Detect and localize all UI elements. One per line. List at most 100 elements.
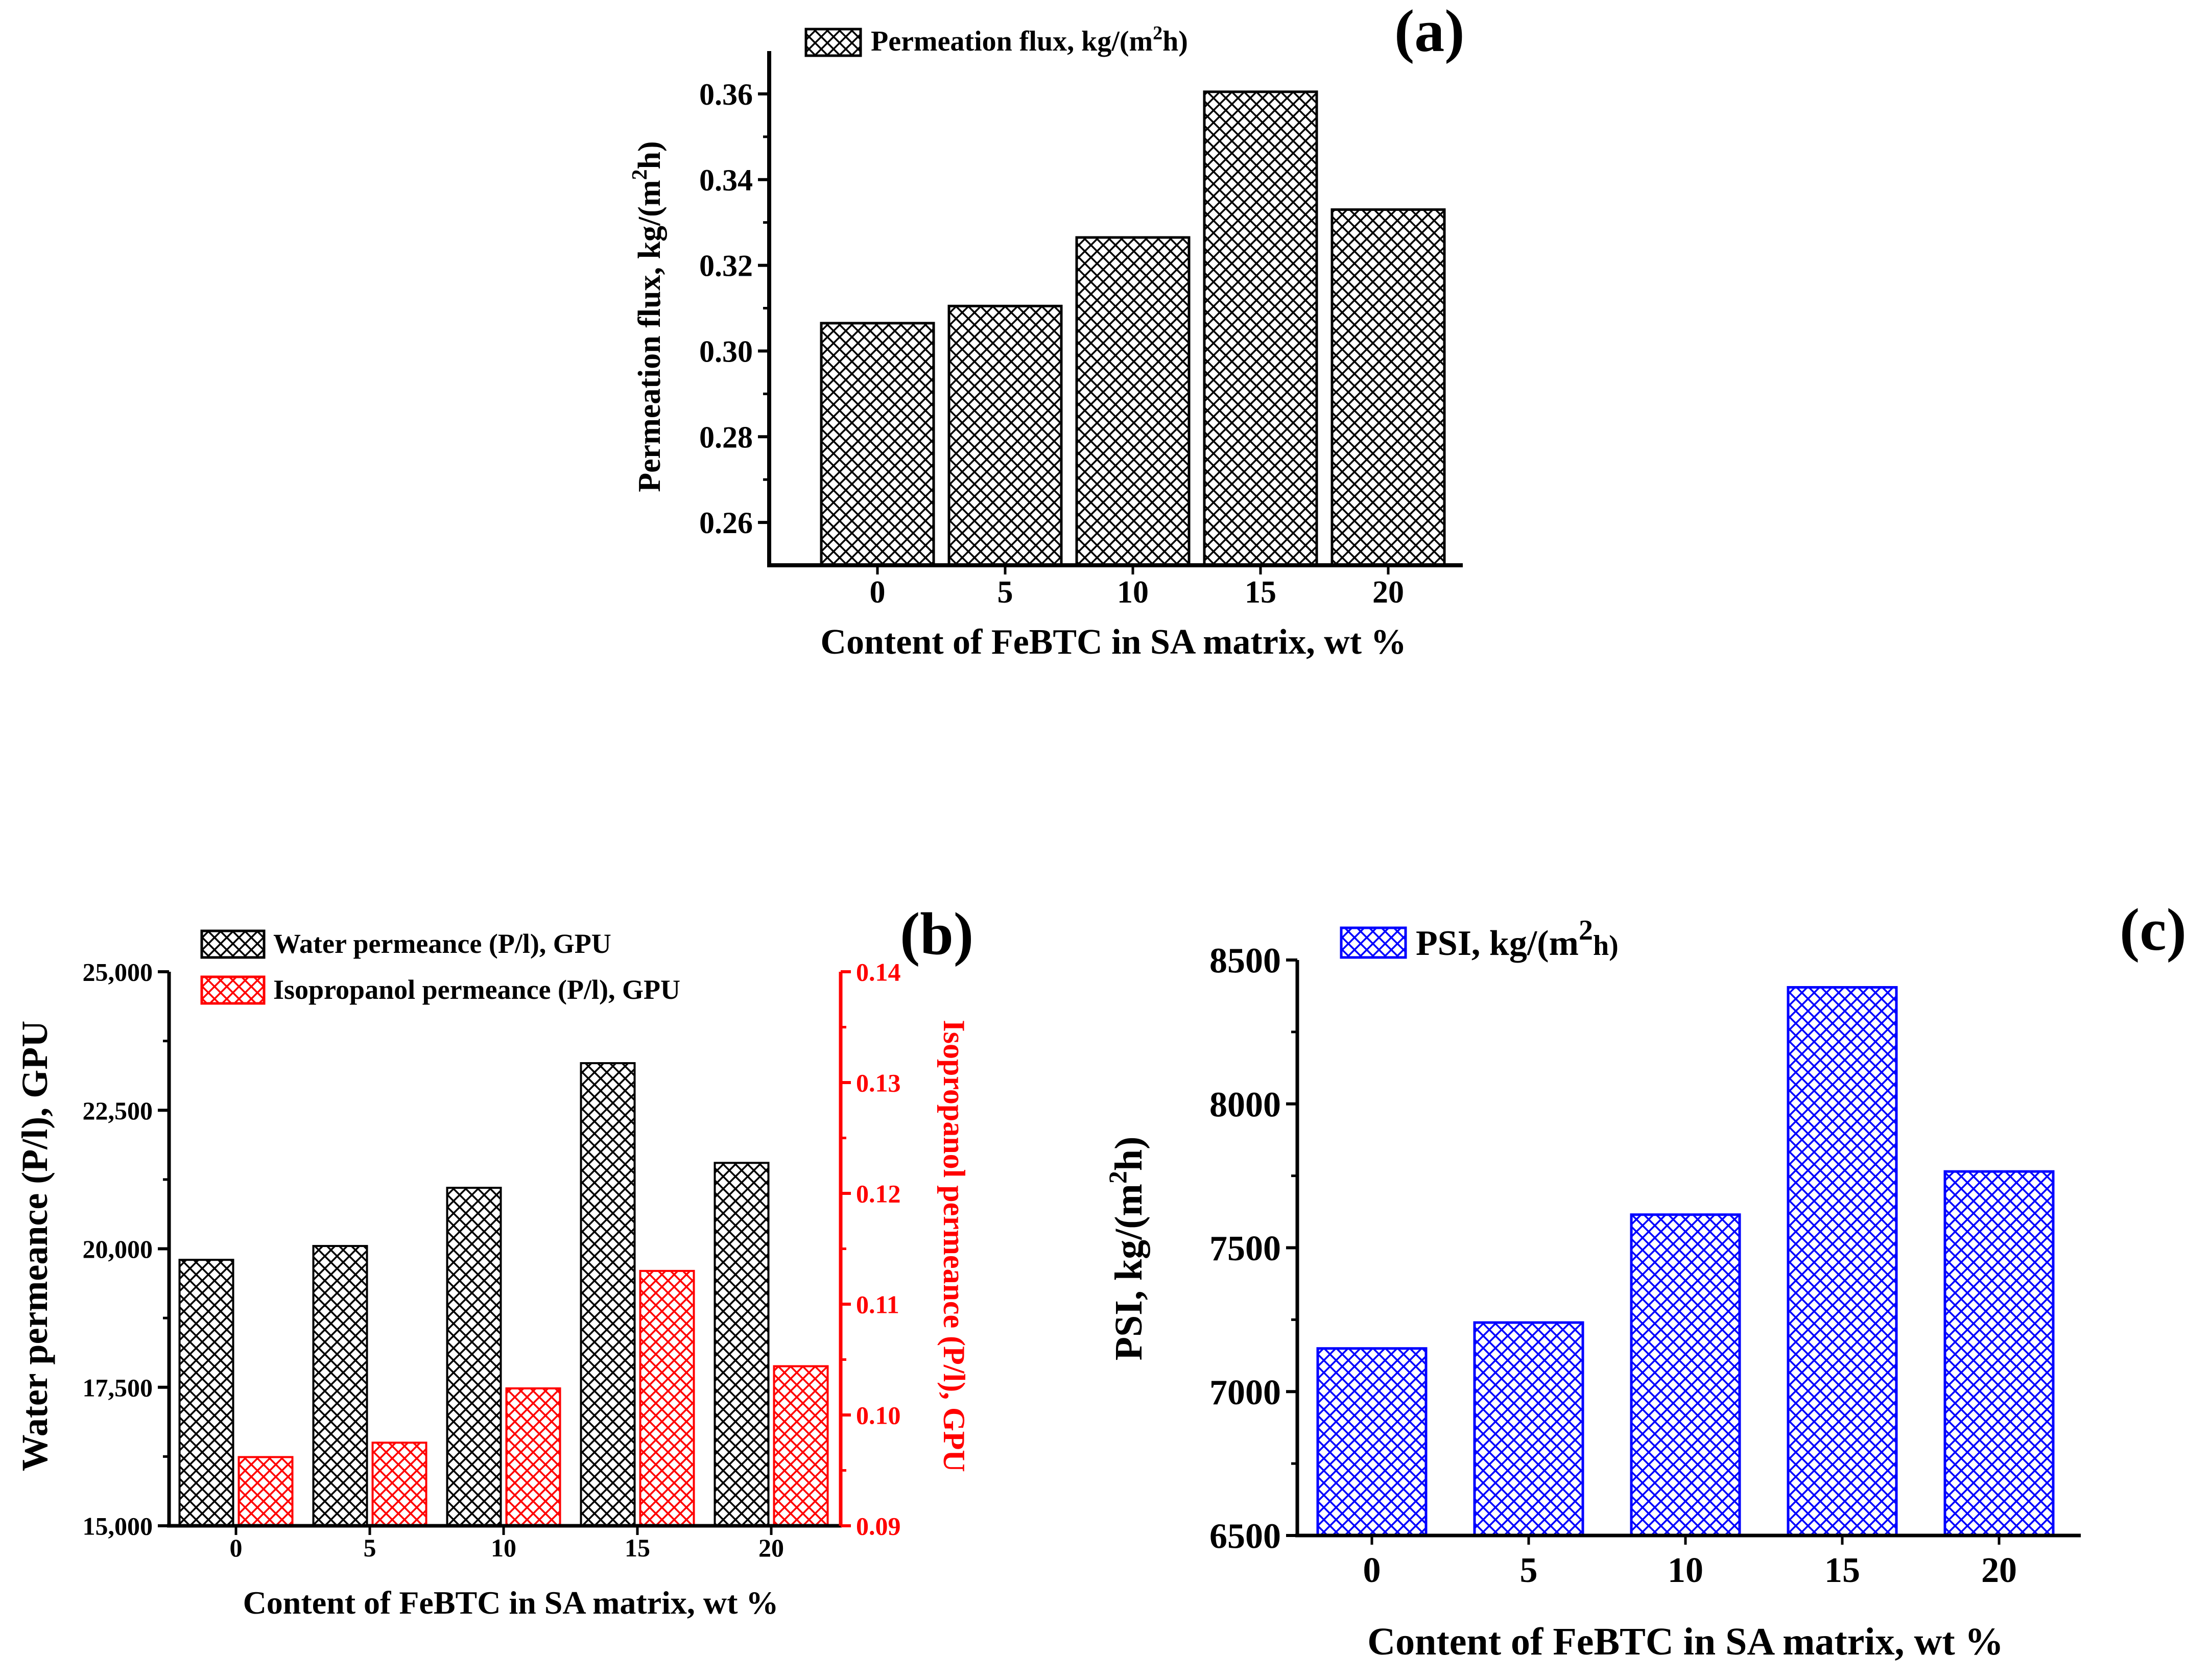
panel-b-legend: Water permeance (P/l), GPU Isopropanol p… bbox=[200, 928, 680, 1005]
panel-b-xtick-label: 10 bbox=[491, 1533, 516, 1562]
panel-c-xtick-label: 5 bbox=[1520, 1551, 1538, 1590]
panel-a-bar-s0-0 bbox=[820, 322, 935, 567]
panel-a-y-axis-label: Permeation flux, kg/(m2h) bbox=[628, 141, 667, 492]
panel-c-legend-label: PSI, kg/(m2h) bbox=[1416, 915, 1619, 963]
panel-b-y2tick-label: 0.10 bbox=[856, 1401, 901, 1430]
panel-b-y2tick-label: 0.11 bbox=[856, 1290, 899, 1319]
panel-c-xtick-label: 0 bbox=[1363, 1551, 1381, 1590]
panel-c-xtick-label: 15 bbox=[1824, 1551, 1860, 1590]
panel-a-bar-s0-15 bbox=[1203, 90, 1318, 567]
panel-c-y-axis-label-superscript: 2 bbox=[1103, 1171, 1132, 1184]
panel-b-xtick-label: 5 bbox=[364, 1533, 376, 1562]
panel-c-x-axis-label: Content of FeBTC in SA matrix, wt % bbox=[1367, 1620, 2004, 1663]
panel-a-marks bbox=[820, 90, 1446, 567]
panel-b-legend-swatch-water bbox=[200, 929, 266, 959]
panel-a-xtick-label: 20 bbox=[1372, 575, 1404, 610]
panel-b-bar-s1-5 bbox=[371, 1442, 427, 1527]
panel-c-legend: PSI, kg/(m2h) bbox=[1340, 915, 1619, 963]
panel-a-bar-s0-10 bbox=[1075, 236, 1191, 567]
panel-c-y-axis-label: PSI, kg/(m2h) bbox=[1103, 1137, 1150, 1361]
panel-b-ytick-label: 15,000 bbox=[83, 1512, 153, 1541]
panel-a-ytick-label: 0.32 bbox=[699, 249, 753, 283]
panel-c-y-axis-label-main: PSI, kg/(m bbox=[1107, 1184, 1150, 1360]
panel-b-y-ticks-left: 15,000 17,500 20,000 22,500 25,000 bbox=[83, 958, 169, 1541]
panel-c-bar-s0-10 bbox=[1630, 1213, 1741, 1537]
panel-b-y-ticks-right: 0.09 0.10 0.11 0.12 0.13 0.14 bbox=[841, 958, 901, 1541]
panel-b-y-axis-label-left: Water permeance (P/l), GPU bbox=[14, 1021, 55, 1471]
panel-a-ytick-label: 0.34 bbox=[699, 163, 753, 197]
panel-b-ytick-label: 17,500 bbox=[83, 1373, 153, 1402]
panel-b-bar-s1-0 bbox=[237, 1456, 294, 1527]
panel-c-bar-s0-5 bbox=[1473, 1321, 1584, 1537]
panel-b-bar-s0-5 bbox=[312, 1245, 368, 1527]
panel-b-ytick-label: 25,000 bbox=[83, 958, 153, 987]
panel-c-axes: 6500 7000 7500 8000 8500 0 5 10 15 20 bbox=[1209, 942, 2081, 1590]
panel-a-y-axis-label-superscript: 2 bbox=[628, 169, 652, 180]
panel-c-legend-label-main: PSI, kg/(m bbox=[1416, 924, 1579, 963]
panel-a-xtick-label: 10 bbox=[1117, 575, 1149, 610]
panel-a-y-axis-label-main: Permeation flux, kg/(m bbox=[632, 180, 667, 492]
panel-a-y-ticks: 0.26 0.28 0.30 0.32 0.34 0.36 bbox=[699, 78, 769, 540]
panel-b-xtick-label: 20 bbox=[758, 1533, 784, 1562]
panel-a-x-axis-label: Content of FeBTC in SA matrix, wt % bbox=[820, 622, 1406, 662]
panel-a-xtick-label: 0 bbox=[870, 575, 886, 610]
panel-c-legend-swatch bbox=[1340, 926, 1407, 959]
panel-c-legend-label-superscript: 2 bbox=[1579, 915, 1593, 946]
panel-b-y2tick-label: 0.09 bbox=[856, 1512, 901, 1541]
panel-b-y2tick-label: 0.13 bbox=[856, 1069, 901, 1097]
panel-a-legend-label-superscript: 2 bbox=[1153, 22, 1162, 44]
panel-a-y-axis-label-end: h) bbox=[632, 141, 667, 169]
panel-c-ytick-label: 7000 bbox=[1209, 1373, 1281, 1412]
panel-b-bar-s1-20 bbox=[773, 1365, 829, 1527]
panel-a-letter: (a) bbox=[1394, 0, 1465, 64]
panel-c-ytick-label: 7500 bbox=[1209, 1229, 1281, 1268]
panel-a-xtick-label: 5 bbox=[997, 575, 1013, 610]
panel-a-legend-swatch bbox=[804, 28, 862, 57]
panel-b-bar-s0-0 bbox=[178, 1259, 234, 1527]
panel-b-legend-swatch-isopropanol bbox=[200, 975, 266, 1005]
panel-b-xtick-label: 0 bbox=[230, 1533, 243, 1562]
panel-b-bar-s0-20 bbox=[714, 1162, 770, 1527]
panel-b-bar-s1-10 bbox=[505, 1387, 561, 1527]
panel-c-marks bbox=[1316, 986, 2055, 1537]
panel-a-legend-label-main: Permeation flux, kg/(m bbox=[871, 26, 1153, 57]
panel-b-bar-s1-15 bbox=[639, 1269, 695, 1527]
panel-a-legend-label: Permeation flux, kg/(m2h) bbox=[871, 22, 1188, 57]
panel-b-bar-s0-15 bbox=[580, 1062, 636, 1527]
panel-b-ytick-label: 22,500 bbox=[83, 1096, 153, 1125]
panel-c: (c) 6500 7000 7500 8000 8500 0 5 10 15 20 Conten… bbox=[1103, 896, 2187, 1663]
panel-b-y2tick-label: 0.12 bbox=[856, 1180, 901, 1208]
panel-b-bar-s0-10 bbox=[446, 1187, 502, 1527]
panel-b-y2tick-label: 0.14 bbox=[856, 958, 901, 987]
panel-a: (a) 0.26 0.28 0.30 0.32 0.34 0.36 0 5 10 15 20 Co… bbox=[628, 0, 1465, 662]
panel-b-legend-label-water: Water permeance (P/l), GPU bbox=[273, 928, 611, 959]
panel-a-ytick-label: 0.28 bbox=[699, 420, 753, 454]
panel-a-x-ticks: 0 5 10 15 20 bbox=[870, 565, 1404, 610]
panel-b-y-axis-label-right: Isopropanol permeance (P/l), GPU bbox=[937, 1020, 971, 1472]
panel-c-ytick-label: 6500 bbox=[1209, 1517, 1281, 1556]
panel-c-ytick-label: 8500 bbox=[1209, 942, 1281, 981]
panel-a-ytick-label: 0.30 bbox=[699, 334, 753, 368]
panel-a-bar-s0-20 bbox=[1330, 208, 1446, 567]
panel-b-legend-label-isopropanol: Isopropanol permeance (P/l), GPU bbox=[273, 974, 680, 1005]
panel-c-bar-s0-20 bbox=[1943, 1170, 2055, 1537]
panel-a-legend-label-end: h) bbox=[1162, 26, 1188, 57]
panel-b-marks bbox=[178, 1062, 829, 1527]
panel-c-xtick-label: 10 bbox=[1668, 1551, 1703, 1590]
panel-c-bar-s0-15 bbox=[1787, 986, 1898, 1537]
panel-c-y-axis-label-end: h) bbox=[1107, 1137, 1150, 1171]
panel-c-y-ticks: 6500 7000 7500 8000 8500 bbox=[1209, 942, 1297, 1556]
panel-c-letter: (c) bbox=[2120, 896, 2187, 963]
panel-b-xtick-label: 15 bbox=[625, 1533, 650, 1562]
panel-a-bar-s0-5 bbox=[947, 304, 1063, 567]
panel-b-letter: (b) bbox=[900, 900, 973, 967]
panel-a-ytick-label: 0.26 bbox=[699, 506, 753, 540]
panel-c-legend-label-end: h) bbox=[1593, 930, 1619, 962]
panel-b-x-ticks: 0 5 10 15 20 bbox=[230, 1526, 784, 1562]
panel-c-x-ticks: 0 5 10 15 20 bbox=[1363, 1535, 2017, 1590]
panel-a-xtick-label: 15 bbox=[1245, 575, 1276, 610]
panel-b-ytick-label: 20,000 bbox=[83, 1235, 153, 1263]
